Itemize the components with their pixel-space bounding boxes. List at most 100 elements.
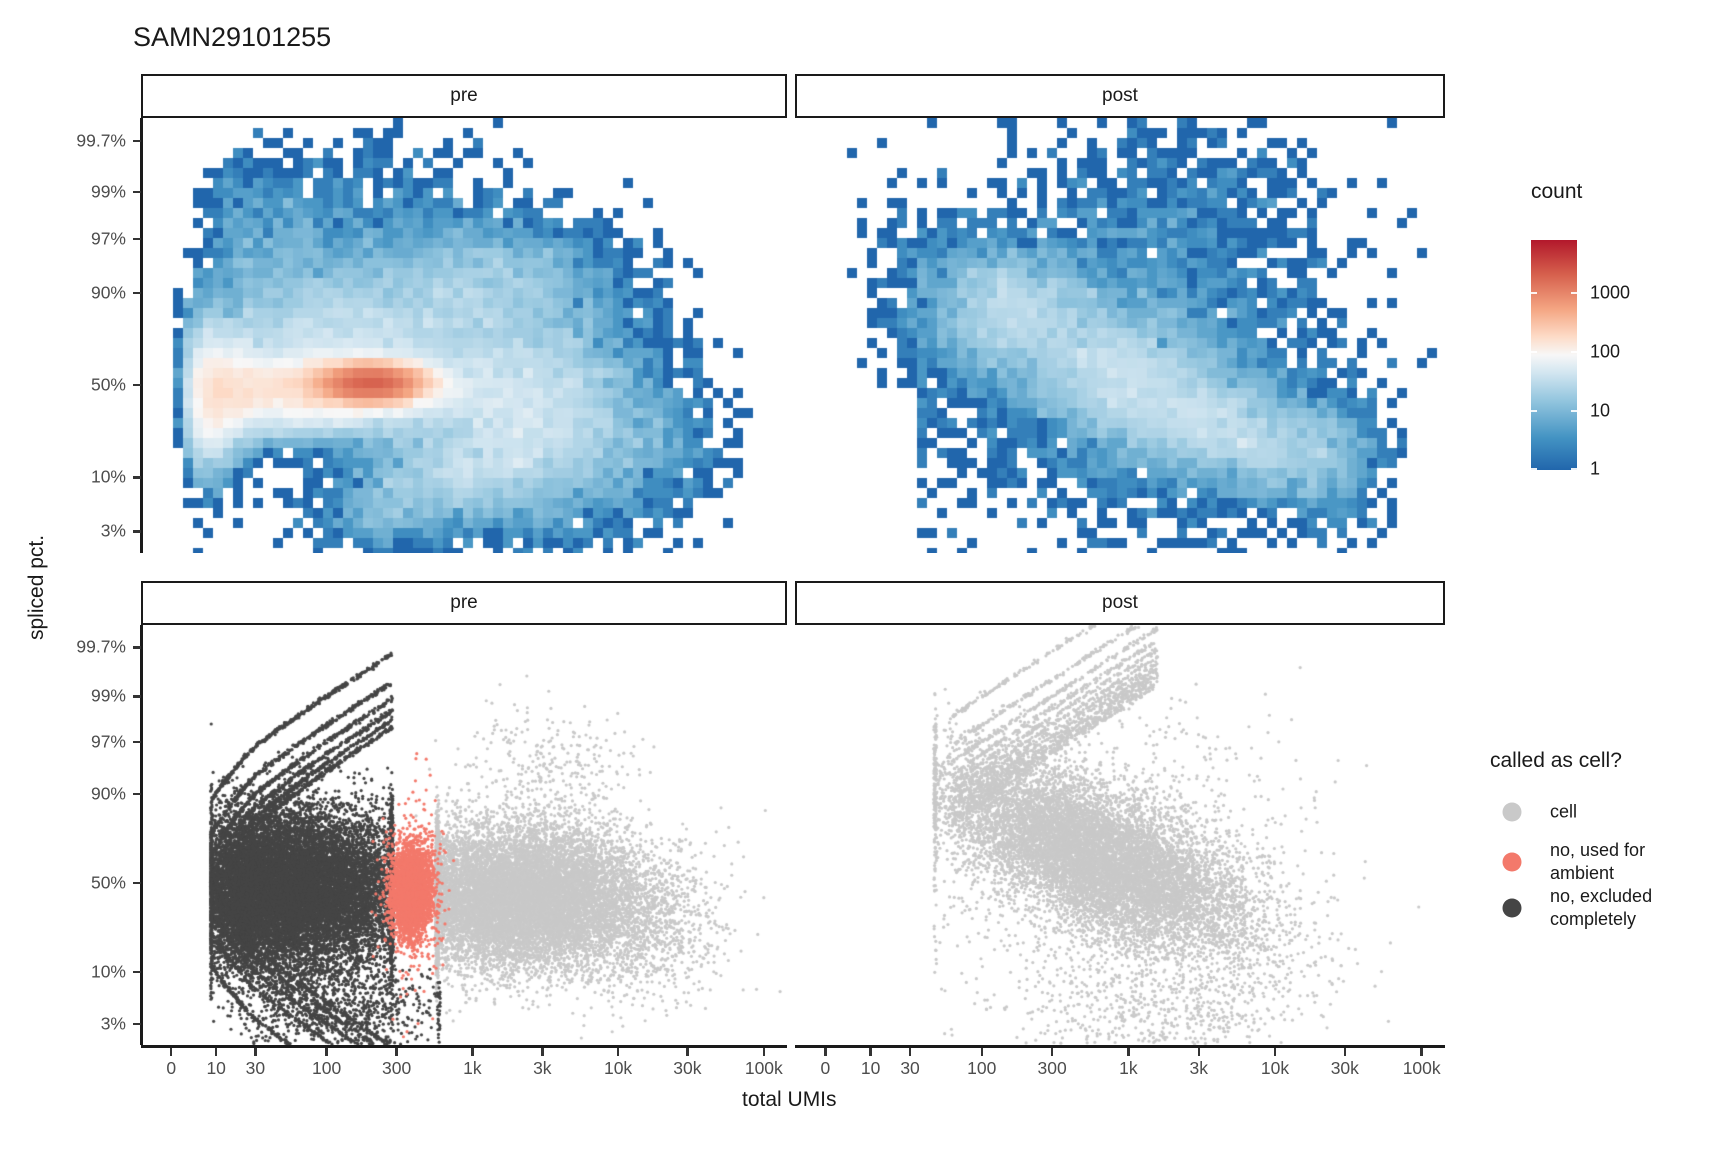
y-tick-mark [133, 1022, 141, 1026]
colorbar-tick-mark [1571, 291, 1577, 295]
facet-strip-top-pre: pre [141, 74, 787, 118]
y-tick-mark [133, 237, 141, 241]
y-tick-mark [133, 792, 141, 796]
x-tick-mark [541, 1048, 544, 1056]
facet-strip-label: post [1102, 592, 1138, 613]
facet-strip-label: pre [450, 592, 478, 613]
y-tick-label: 3% [100, 1013, 126, 1034]
colorbar-tick-label: 100 [1590, 341, 1621, 362]
x-tick-mark [686, 1048, 689, 1056]
x-axis-line-post [795, 1045, 1445, 1048]
colorbar-tick-mark [1571, 350, 1577, 354]
x-tick-label: 0 [166, 1058, 177, 1078]
legend-key-dot [1502, 802, 1522, 822]
y-axis-title: spliced pct. [25, 534, 48, 640]
y-tick-mark [133, 190, 141, 194]
x-tick-mark [1273, 1048, 1277, 1056]
panel-density-pre [143, 118, 785, 553]
legend-item-label: cell [1550, 801, 1578, 822]
x-tick-label: 10 [860, 1058, 881, 1078]
x-tick-mark [1420, 1048, 1423, 1056]
facet-strip-label: pre [450, 85, 478, 106]
x-tick-label: 3k [1189, 1058, 1209, 1078]
colorbar-tick-mark [1571, 467, 1577, 471]
x-tick-label: 100k [744, 1058, 783, 1078]
colorbar-tick-mark [1571, 409, 1577, 413]
panel-density-post [797, 118, 1443, 553]
colorbar-tick-label: 1000 [1590, 282, 1631, 303]
called-legend-title: called as cell? [1490, 749, 1622, 772]
x-tick-label: 30 [245, 1058, 266, 1078]
x-tick-mark [395, 1048, 398, 1056]
facet-strip-label: post [1102, 85, 1138, 106]
y-tick-mark [133, 695, 141, 698]
y-tick-label: 97% [90, 731, 126, 752]
panel-scatter-post [797, 625, 1443, 1045]
x-tick-mark [325, 1048, 328, 1056]
x-tick-mark [908, 1048, 912, 1056]
y-tick-label: 50% [90, 374, 126, 395]
colorbar-tick-mark [1531, 350, 1537, 354]
y-tick-label: 97% [90, 228, 126, 249]
x-tick-label: 10k [603, 1058, 633, 1078]
legend-key-dot [1502, 898, 1522, 918]
x-tick-label: 100 [967, 1058, 997, 1078]
facet-strip-bottom-post: post [795, 581, 1445, 625]
x-tick-label: 30 [900, 1058, 920, 1078]
x-tick-mark [1050, 1048, 1054, 1056]
x-tick-label: 100k [1402, 1058, 1441, 1078]
page-title: SAMN29101255 [133, 22, 332, 52]
colorbar-tick-label: 1 [1590, 458, 1601, 479]
y-tick-label: 10% [90, 961, 126, 982]
y-axis-line-bottom [140, 625, 143, 1045]
y-tick-label: 90% [90, 783, 126, 804]
y-axis-line-top [140, 118, 143, 553]
colorbar-tick-mark [1531, 291, 1537, 295]
legend-item-label: no, used for ambient [1550, 840, 1646, 883]
x-tick-label: 300 [1037, 1058, 1067, 1078]
colorbar-tick-mark [1531, 467, 1537, 471]
x-tick-mark [980, 1048, 983, 1056]
y-tick-mark [133, 881, 141, 885]
y-tick-mark [133, 530, 141, 533]
x-tick-mark [1197, 1048, 1201, 1056]
y-tick-mark [133, 740, 141, 743]
y-tick-mark [133, 970, 141, 974]
y-tick-label: 10% [90, 466, 126, 487]
x-tick-label: 30k [1330, 1058, 1359, 1078]
x-tick-mark [1127, 1048, 1130, 1056]
colorbar-tick-mark [1531, 409, 1537, 413]
x-tick-label: 300 [381, 1058, 412, 1078]
x-tick-mark [214, 1048, 218, 1056]
y-tick-mark [133, 383, 141, 387]
x-tick-label: 3k [533, 1058, 552, 1078]
legend-item-label: no, excluded completely [1550, 886, 1653, 929]
count-legend-title: count [1531, 180, 1583, 203]
x-tick-label: 1k [463, 1058, 482, 1078]
x-tick-mark [471, 1048, 474, 1056]
y-tick-mark [133, 291, 141, 295]
x-tick-mark [869, 1048, 872, 1056]
y-tick-label: 90% [90, 282, 126, 303]
panel-scatter-pre [143, 625, 785, 1045]
legend-key-dot [1502, 852, 1522, 872]
x-tick-label: 1k [1119, 1058, 1138, 1078]
count-colorbar [1531, 240, 1577, 470]
facet-strip-bottom-pre: pre [141, 581, 787, 625]
x-tick-label: 100 [312, 1058, 342, 1078]
y-tick-label: 3% [100, 520, 126, 541]
y-tick-mark [133, 139, 141, 143]
y-tick-mark [133, 476, 141, 479]
x-axis-title: total UMIs [742, 1088, 837, 1111]
x-tick-mark [824, 1048, 827, 1056]
x-tick-label: 10k [1260, 1058, 1290, 1078]
x-tick-mark [254, 1048, 257, 1056]
facet-strip-top-post: post [795, 74, 1445, 118]
y-tick-mark [133, 646, 141, 649]
y-tick-label: 99% [90, 685, 126, 706]
x-tick-label: 30k [673, 1058, 702, 1078]
y-tick-label: 50% [90, 872, 126, 893]
y-tick-label: 99.7% [76, 130, 126, 151]
x-tick-mark [616, 1048, 620, 1056]
